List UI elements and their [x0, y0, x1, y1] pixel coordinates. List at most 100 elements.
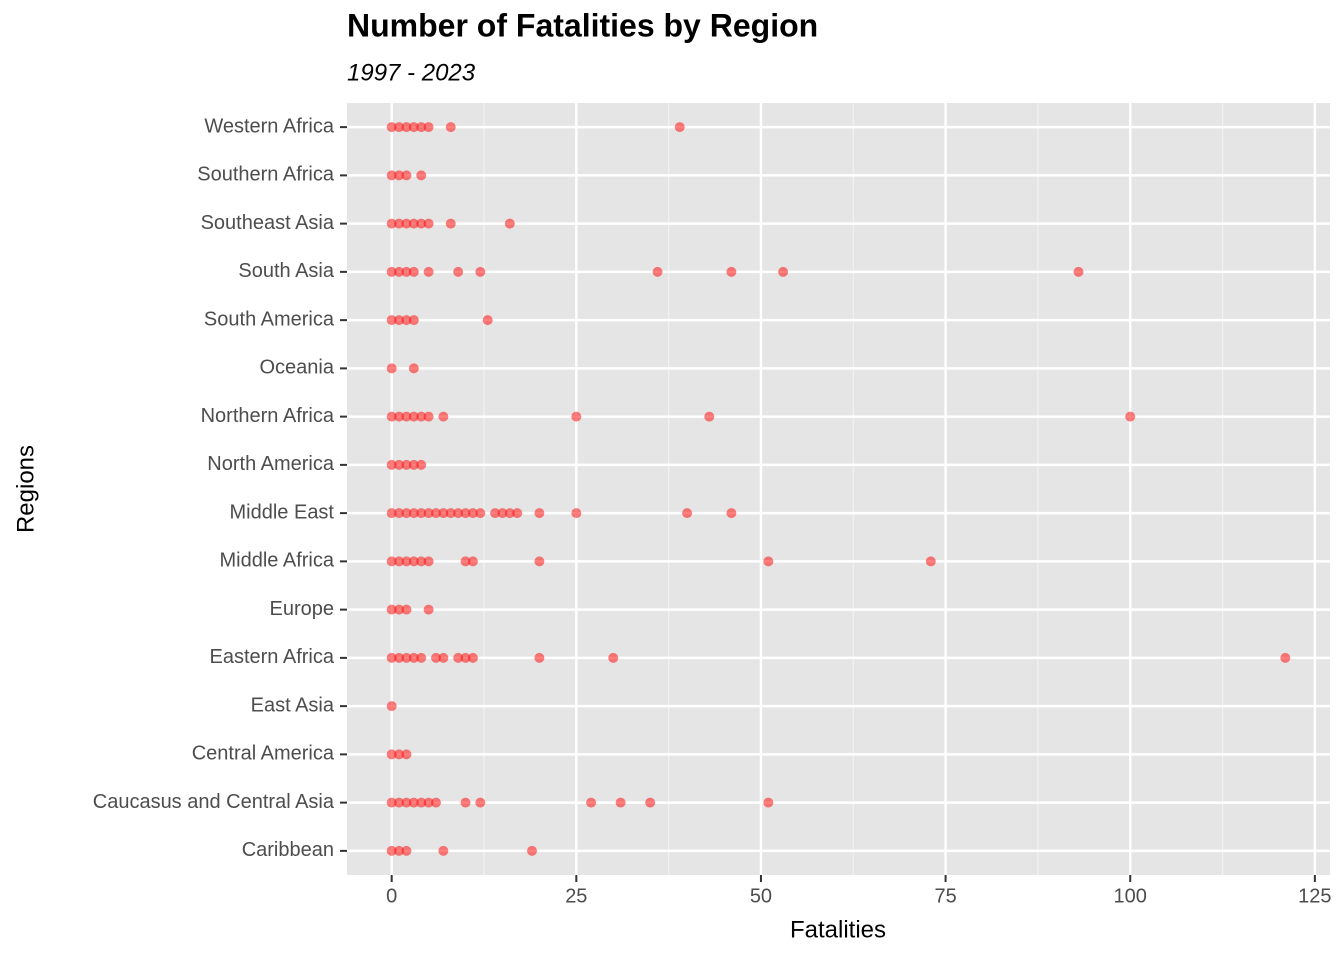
point [423, 604, 434, 615]
point [704, 411, 715, 422]
point [408, 411, 419, 422]
point [497, 508, 508, 519]
point [416, 797, 427, 808]
point [726, 266, 737, 277]
y-tick-label: Western Africa [204, 115, 335, 137]
point [438, 508, 449, 519]
point [460, 508, 471, 519]
point [386, 508, 397, 519]
y-tick-label: Middle Africa [220, 550, 335, 572]
point [445, 218, 456, 229]
point [615, 797, 626, 808]
point [430, 797, 441, 808]
point [763, 797, 774, 808]
point [394, 218, 405, 229]
x-tick-label: 50 [750, 885, 772, 907]
point [416, 652, 427, 663]
y-tick-label: Europe [270, 598, 335, 620]
x-tick-label: 25 [565, 885, 587, 907]
point [394, 845, 405, 856]
point [394, 459, 405, 470]
point [394, 411, 405, 422]
point [394, 170, 405, 181]
point [386, 797, 397, 808]
point [460, 652, 471, 663]
point [726, 508, 737, 519]
point [504, 508, 515, 519]
point [386, 411, 397, 422]
point [445, 122, 456, 133]
point [778, 266, 789, 277]
point [386, 218, 397, 229]
point [401, 459, 412, 470]
chart-subtitle: 1997 - 2023 [347, 59, 476, 86]
y-tick-label: Oceania [260, 357, 335, 379]
y-tick-label: Central America [192, 743, 335, 765]
point [534, 508, 545, 519]
point [416, 170, 427, 181]
point [416, 218, 427, 229]
point [438, 652, 449, 663]
point [1073, 266, 1084, 277]
point [475, 508, 486, 519]
point [423, 556, 434, 567]
point [386, 701, 397, 712]
point [394, 556, 405, 567]
point [401, 122, 412, 133]
point [608, 652, 619, 663]
point [416, 508, 427, 519]
point [453, 652, 464, 663]
point [401, 604, 412, 615]
y-tick-label: Caucasus and Central Asia [93, 791, 335, 813]
point [401, 170, 412, 181]
point [460, 797, 471, 808]
point [408, 652, 419, 663]
point [460, 556, 471, 567]
point [394, 604, 405, 615]
point [423, 411, 434, 422]
y-tick-label: Eastern Africa [209, 646, 334, 668]
point [394, 797, 405, 808]
y-tick-label: Southeast Asia [201, 212, 335, 234]
y-tick-label: Middle East [230, 501, 335, 523]
chart-title: Number of Fatalities by Region [347, 7, 818, 43]
point [423, 266, 434, 277]
point [401, 749, 412, 760]
point [408, 218, 419, 229]
point [475, 266, 486, 277]
point [645, 797, 656, 808]
point [401, 556, 412, 567]
point [430, 508, 441, 519]
point [408, 315, 419, 326]
point [401, 218, 412, 229]
point [682, 508, 693, 519]
point [416, 556, 427, 567]
point [571, 411, 582, 422]
y-tick-label: Northern Africa [201, 405, 335, 427]
point [430, 652, 441, 663]
point [386, 363, 397, 374]
x-tick-label: 100 [1114, 885, 1147, 907]
point [416, 122, 427, 133]
point [1125, 411, 1136, 422]
y-tick-label: East Asia [251, 694, 335, 716]
point [453, 266, 464, 277]
y-tick-label: Caribbean [242, 839, 334, 861]
point [571, 508, 582, 519]
point [674, 122, 685, 133]
x-axis-title: Fatalities [790, 916, 886, 943]
point [408, 266, 419, 277]
point [386, 845, 397, 856]
point [386, 556, 397, 567]
point [467, 508, 478, 519]
point [423, 218, 434, 229]
point [534, 556, 545, 567]
point [394, 315, 405, 326]
point [423, 122, 434, 133]
point [386, 604, 397, 615]
point [386, 459, 397, 470]
y-axis-title: Regions [12, 445, 39, 533]
point [408, 122, 419, 133]
